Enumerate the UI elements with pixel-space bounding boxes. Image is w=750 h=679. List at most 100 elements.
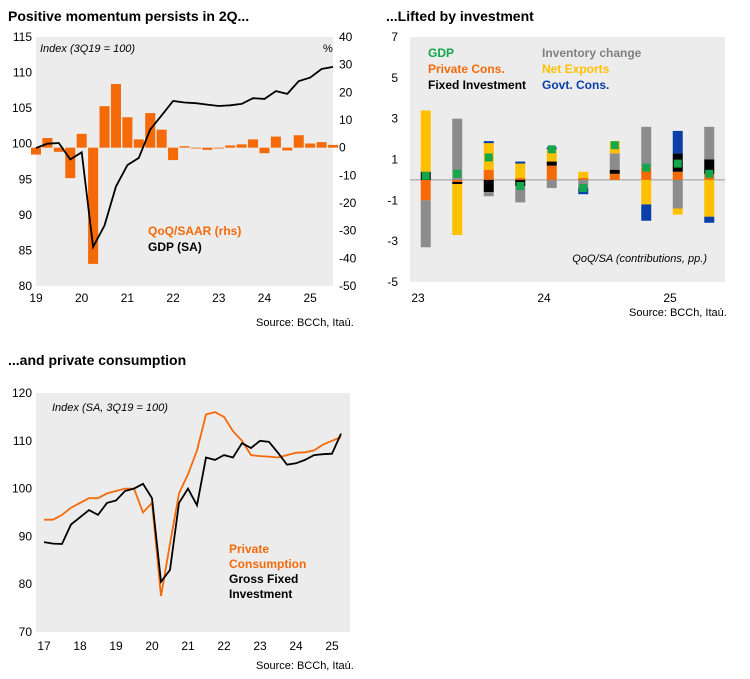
chart1-bar	[122, 117, 133, 148]
chart2-stack-segment	[672, 130, 683, 154]
chart2-stack-segment	[704, 126, 715, 160]
chart2-gdp-marker	[642, 163, 651, 172]
chart1-bar	[65, 147, 76, 179]
chart2-legend-item: Fixed Investment	[428, 78, 526, 92]
chart3-y-tick-label: 70	[19, 625, 33, 639]
chart2-stack-segment	[515, 163, 526, 178]
chart3-plot-area	[36, 393, 350, 632]
chart3-y-tick-label: 120	[12, 386, 32, 400]
chart2-stack-segment	[452, 184, 463, 236]
chart2-y-tick-label: 1	[391, 153, 398, 167]
chart3-y-tick-label: 110	[13, 434, 32, 448]
chart1-plot-area	[36, 37, 333, 286]
chart3-legend-investment: Investment	[229, 587, 292, 601]
chart1-bar	[248, 139, 259, 148]
chart2-stack-segment	[546, 161, 557, 166]
chart2-plot-area	[410, 37, 725, 282]
chart2-legend-item: Govt. Cons.	[542, 78, 609, 92]
chart1-bar	[156, 129, 167, 148]
chart2-stack-segment	[641, 126, 652, 168]
chart1-x-tick-label: 22	[166, 291, 180, 305]
chart2-stack-segment	[546, 149, 557, 162]
chart3-source: Source: BCCh, Itaú.	[256, 660, 354, 672]
chart2-stack-segment	[483, 169, 494, 180]
chart2-stack-segment	[609, 169, 620, 174]
chart1-left-tick-label: 95	[19, 172, 33, 186]
chart1-right-tick-label: -10	[339, 168, 357, 182]
chart1-bar	[76, 133, 87, 148]
chart1-bar	[270, 136, 281, 148]
chart2-stack-segment	[704, 216, 715, 223]
chart1-legend-bars: QoQ/SAAR (rhs)	[148, 224, 241, 238]
chart2-stack-segment	[704, 179, 715, 217]
chart1-bar	[236, 144, 247, 148]
chart2-stack-segment	[546, 179, 557, 189]
chart2-stack-segment	[546, 165, 557, 180]
chart2-stack-segment	[704, 159, 715, 174]
chart3-title: ...and private consumption	[8, 352, 187, 368]
chart1-legend-line: GDP (SA)	[148, 240, 202, 254]
chart1-right-tick-label: 20	[339, 85, 353, 99]
chart1-right-tick-label: -20	[339, 196, 357, 210]
chart2-legend-item: GDP	[428, 46, 454, 60]
chart2-stack-segment	[420, 179, 431, 201]
chart2-stack-segment	[420, 200, 431, 248]
chart3-x-tick-label: 19	[109, 639, 123, 653]
chart1-unit-label: %	[323, 43, 333, 55]
chart1-left-tick-label: 115	[13, 30, 32, 44]
chart2-y-tick-label: -1	[387, 193, 398, 207]
chart1-bar	[282, 147, 293, 151]
chart2-y-tick-label: 5	[391, 71, 398, 85]
chart2-stack-segment	[609, 153, 620, 170]
chart2-legend-item: Inventory change	[542, 46, 642, 60]
chart1-bar	[213, 147, 224, 149]
chart1-bar	[30, 147, 42, 155]
chart1-bar	[88, 147, 99, 264]
chart2-gdp-marker	[516, 182, 525, 191]
chart2-y-tick-label: -5	[387, 275, 398, 289]
chart2-x-tick-label: 24	[537, 291, 551, 305]
chart3-y-tick-label: 90	[19, 529, 33, 543]
chart2-stack-segment	[420, 110, 431, 172]
chart2-x-tick-label: 25	[663, 291, 677, 305]
chart1-x-tick-label: 21	[121, 291, 135, 305]
chart3-investment-line	[43, 433, 342, 585]
chart2-stack-segment	[483, 192, 494, 197]
chart2-gdp-marker	[484, 153, 493, 162]
chart1-right-tick-label: 40	[339, 30, 353, 44]
chart2-stack-segment	[578, 179, 589, 189]
chart3-x-tick-label: 24	[289, 639, 303, 653]
chart1-bar	[327, 144, 339, 148]
chart3-consumption-line	[44, 411, 342, 597]
chart3-x-tick-label: 17	[37, 639, 51, 653]
chart2-stack-segment	[578, 177, 589, 180]
chart2-y-tick-label: -3	[387, 234, 398, 248]
chart2-stack-segment	[515, 161, 526, 164]
chart3-x-tick-label: 20	[145, 639, 159, 653]
chart2-stack-segment	[515, 177, 526, 180]
chart2-stack-segment	[578, 171, 589, 178]
chart2-stack-segment	[452, 179, 463, 182]
chart1-bar	[179, 146, 190, 148]
chart1-gdp-line	[35, 66, 334, 250]
chart1-bar	[202, 147, 213, 150]
chart3-axis-annotation: Index (SA, 3Q19 = 100)	[52, 402, 168, 414]
chart3-legend-investment: Gross Fixed	[229, 572, 298, 586]
chart1-bar	[99, 106, 110, 148]
chart1-bar	[168, 147, 179, 161]
chart3-x-tick-label: 21	[181, 639, 195, 653]
chart2-stack-segment	[641, 179, 652, 205]
chart2-stack-segment	[452, 181, 463, 184]
chart1-right-tick-label: -30	[339, 224, 357, 238]
chart1-source: Source: BCCh, Itaú.	[256, 317, 354, 329]
chart1-bar	[225, 145, 236, 148]
chart1-bar	[53, 147, 64, 152]
chart2-gdp-marker	[547, 145, 556, 154]
chart1-x-tick-label: 19	[29, 291, 43, 305]
chart3-x-tick-label: 22	[217, 639, 231, 653]
chart2-gdp-marker	[421, 171, 430, 180]
chart2-stack-segment	[641, 167, 652, 180]
chart2-legend-item: Private Cons.	[428, 62, 505, 76]
chart2-stack-segment	[609, 173, 620, 180]
